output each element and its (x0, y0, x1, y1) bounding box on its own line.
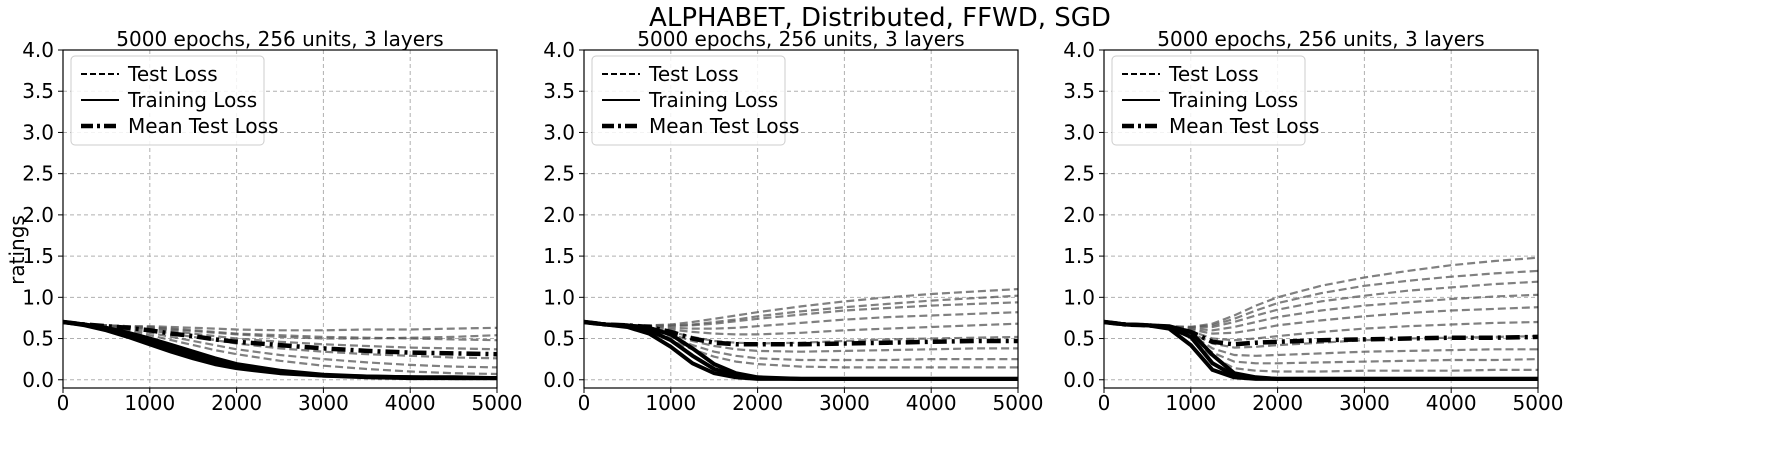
training-loss-line (1104, 320, 1538, 381)
y-tick-label: 3.5 (1063, 79, 1095, 103)
x-tick-label: 2000 (1252, 391, 1303, 415)
y-tick-label: 4.0 (22, 38, 54, 62)
subplot-3: 5000 epochs, 256 units, 3 layers 0 1000 200… (1063, 27, 1563, 415)
x-tick-label: 5000 (1513, 391, 1564, 415)
x-tick-label: 3000 (298, 391, 349, 415)
y-tick-label: 2.5 (22, 162, 54, 186)
legend-label: Test Loss (127, 62, 218, 86)
subplot-2: 5000 epochs, 256 units, 3 layers 0 1000 200… (543, 27, 1043, 415)
legend-box (1111, 55, 1306, 146)
axes-frame (583, 49, 1019, 389)
x-tick-label: 2000 (732, 391, 783, 415)
y-tick-label: 0.5 (22, 327, 54, 351)
subplot-title: 5000 epochs, 256 units, 3 layers (116, 27, 443, 51)
y-tick-label: 1.5 (1063, 244, 1095, 268)
y-tick-label: 3.5 (543, 79, 575, 103)
x-tick-label: 3000 (819, 391, 870, 415)
legend-box (591, 55, 786, 146)
plot-area (1104, 256, 1538, 381)
x-tick-label: 4000 (1426, 391, 1477, 415)
y-tick-label: 3.5 (22, 79, 54, 103)
figure-title: ALPHABET, Distributed, FFWD, SGD (649, 3, 1111, 33)
x-tick-label: 5000 (472, 391, 523, 415)
y-tick-label: 2.5 (1063, 162, 1095, 186)
y-tick-label: 0.5 (543, 327, 575, 351)
y-tick-label: 3.0 (22, 120, 54, 144)
y-tick-label: 1.0 (1063, 285, 1095, 309)
x-tick-label: 0 (1098, 391, 1111, 415)
subplot-1: 5000 epochs, 256 units, 3 layers 0 1000 200… (22, 27, 522, 415)
mean-test-loss-line (584, 319, 1018, 347)
y-tick-label: 2.0 (22, 203, 54, 227)
y-tick-label: 4.0 (1063, 38, 1095, 62)
y-axis-label: ratings (5, 215, 29, 285)
x-tick-label: 4000 (385, 391, 436, 415)
subplot-title: 5000 epochs, 256 units, 3 layers (1157, 27, 1484, 51)
subplot-title: 5000 epochs, 256 units, 3 layers (637, 27, 964, 51)
legend-label: Test Loss (1168, 62, 1259, 86)
y-tick-label: 3.0 (1063, 120, 1095, 144)
test-loss-line (584, 294, 1018, 327)
x-tick-label: 0 (578, 391, 591, 415)
y-tick-label: 2.5 (543, 162, 575, 186)
test-loss-line (63, 320, 497, 340)
y-tick-label: 0.0 (1063, 368, 1095, 392)
x-tick-label: 3000 (1339, 391, 1390, 415)
axes-frame (62, 49, 498, 389)
y-tick-label: 0.5 (1063, 327, 1095, 351)
axes-frame (1103, 49, 1539, 389)
x-tick-label: 0 (57, 391, 70, 415)
y-tick-label: 0.0 (543, 368, 575, 392)
y-tick-label: 0.0 (22, 368, 54, 392)
legend-label: Training Loss (1168, 88, 1298, 112)
legend-label: Training Loss (127, 88, 257, 112)
legend-box (70, 55, 265, 146)
x-tick-label: 5000 (993, 391, 1044, 415)
x-tick-label: 2000 (211, 391, 262, 415)
plot-area (584, 288, 1018, 381)
y-tick-label: 1.0 (22, 285, 54, 309)
y-tick-label: 1.5 (22, 244, 54, 268)
legend-label: Test Loss (648, 62, 739, 86)
training-loss-line (584, 320, 1018, 381)
y-tick-label: 2.0 (1063, 203, 1095, 227)
plot-area (63, 319, 497, 381)
y-tick-label: 1.0 (543, 285, 575, 309)
mean-test-loss-line (63, 319, 497, 357)
test-loss-line (584, 288, 1018, 327)
x-tick-label: 1000 (124, 391, 175, 415)
y-tick-label: 3.0 (543, 120, 575, 144)
training-loss-line (63, 320, 497, 381)
y-tick-label: 1.5 (543, 244, 575, 268)
legend-label: Mean Test Loss (128, 114, 278, 138)
x-tick-label: 1000 (645, 391, 696, 415)
x-tick-label: 4000 (906, 391, 957, 415)
y-tick-label: 2.0 (543, 203, 575, 227)
mean-test-loss-line (1104, 319, 1538, 347)
test-loss-line (1104, 269, 1538, 329)
training-loss-line (584, 320, 1018, 381)
legend-label: Mean Test Loss (1169, 114, 1319, 138)
x-tick-label: 1000 (1165, 391, 1216, 415)
y-tick-label: 4.0 (543, 38, 575, 62)
legend-label: Mean Test Loss (649, 114, 799, 138)
legend-label: Training Loss (648, 88, 778, 112)
